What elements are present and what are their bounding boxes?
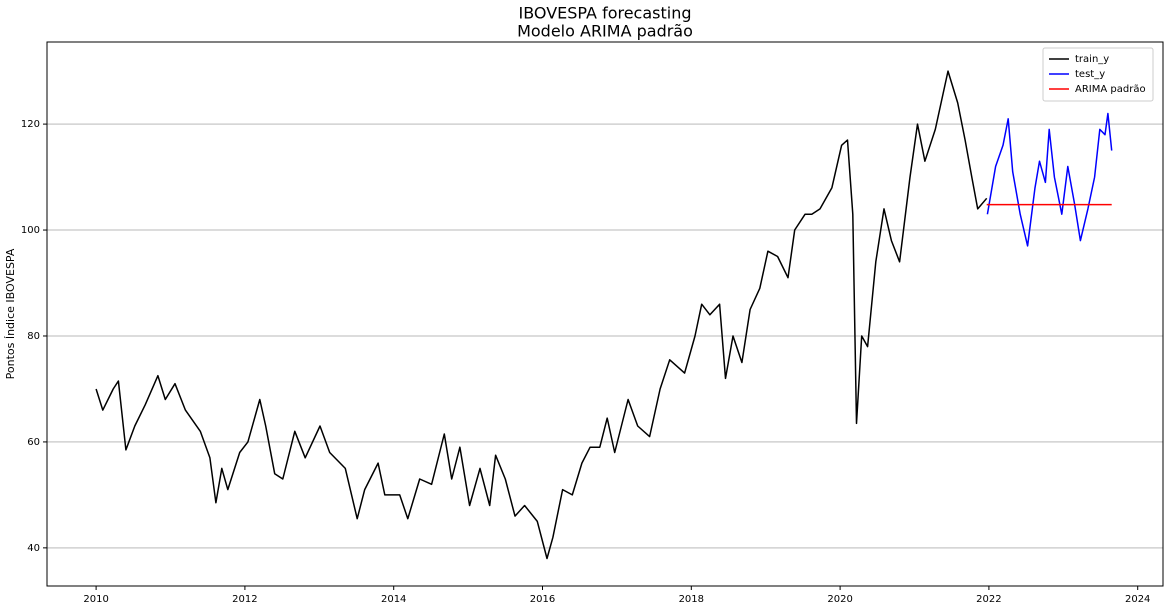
y-tick-label: 60	[27, 437, 40, 448]
x-tick-label: 2010	[83, 594, 108, 605]
legend-label: test_y	[1075, 69, 1105, 80]
x-tick-label: 2018	[679, 594, 704, 605]
y-tick-label: 120	[21, 119, 40, 130]
series-line	[986, 112, 1113, 247]
y-tick-label: 80	[27, 331, 40, 342]
chart-subtitle: Modelo ARIMA padrão	[517, 22, 693, 41]
plot-frame	[46, 41, 1164, 587]
y-tick-label: 100	[21, 225, 40, 236]
x-tick-label: 2014	[381, 594, 406, 605]
x-tick-label: 2016	[530, 594, 555, 605]
x-tick-label: 2020	[827, 594, 852, 605]
legend-box	[1042, 47, 1154, 102]
chart-title: IBOVESPA forecasting	[518, 4, 691, 23]
y-axis-label: Pontos Índice IBOVESPA	[4, 248, 17, 379]
legend-label: ARIMA padrão	[1075, 84, 1146, 95]
legend-label: train_y	[1075, 54, 1109, 65]
series-line	[95, 70, 988, 560]
x-tick-label: 2024	[1125, 594, 1150, 605]
y-tick-label: 40	[27, 543, 40, 554]
x-tick-label: 2022	[976, 594, 1001, 605]
x-tick-label: 2012	[232, 594, 257, 605]
